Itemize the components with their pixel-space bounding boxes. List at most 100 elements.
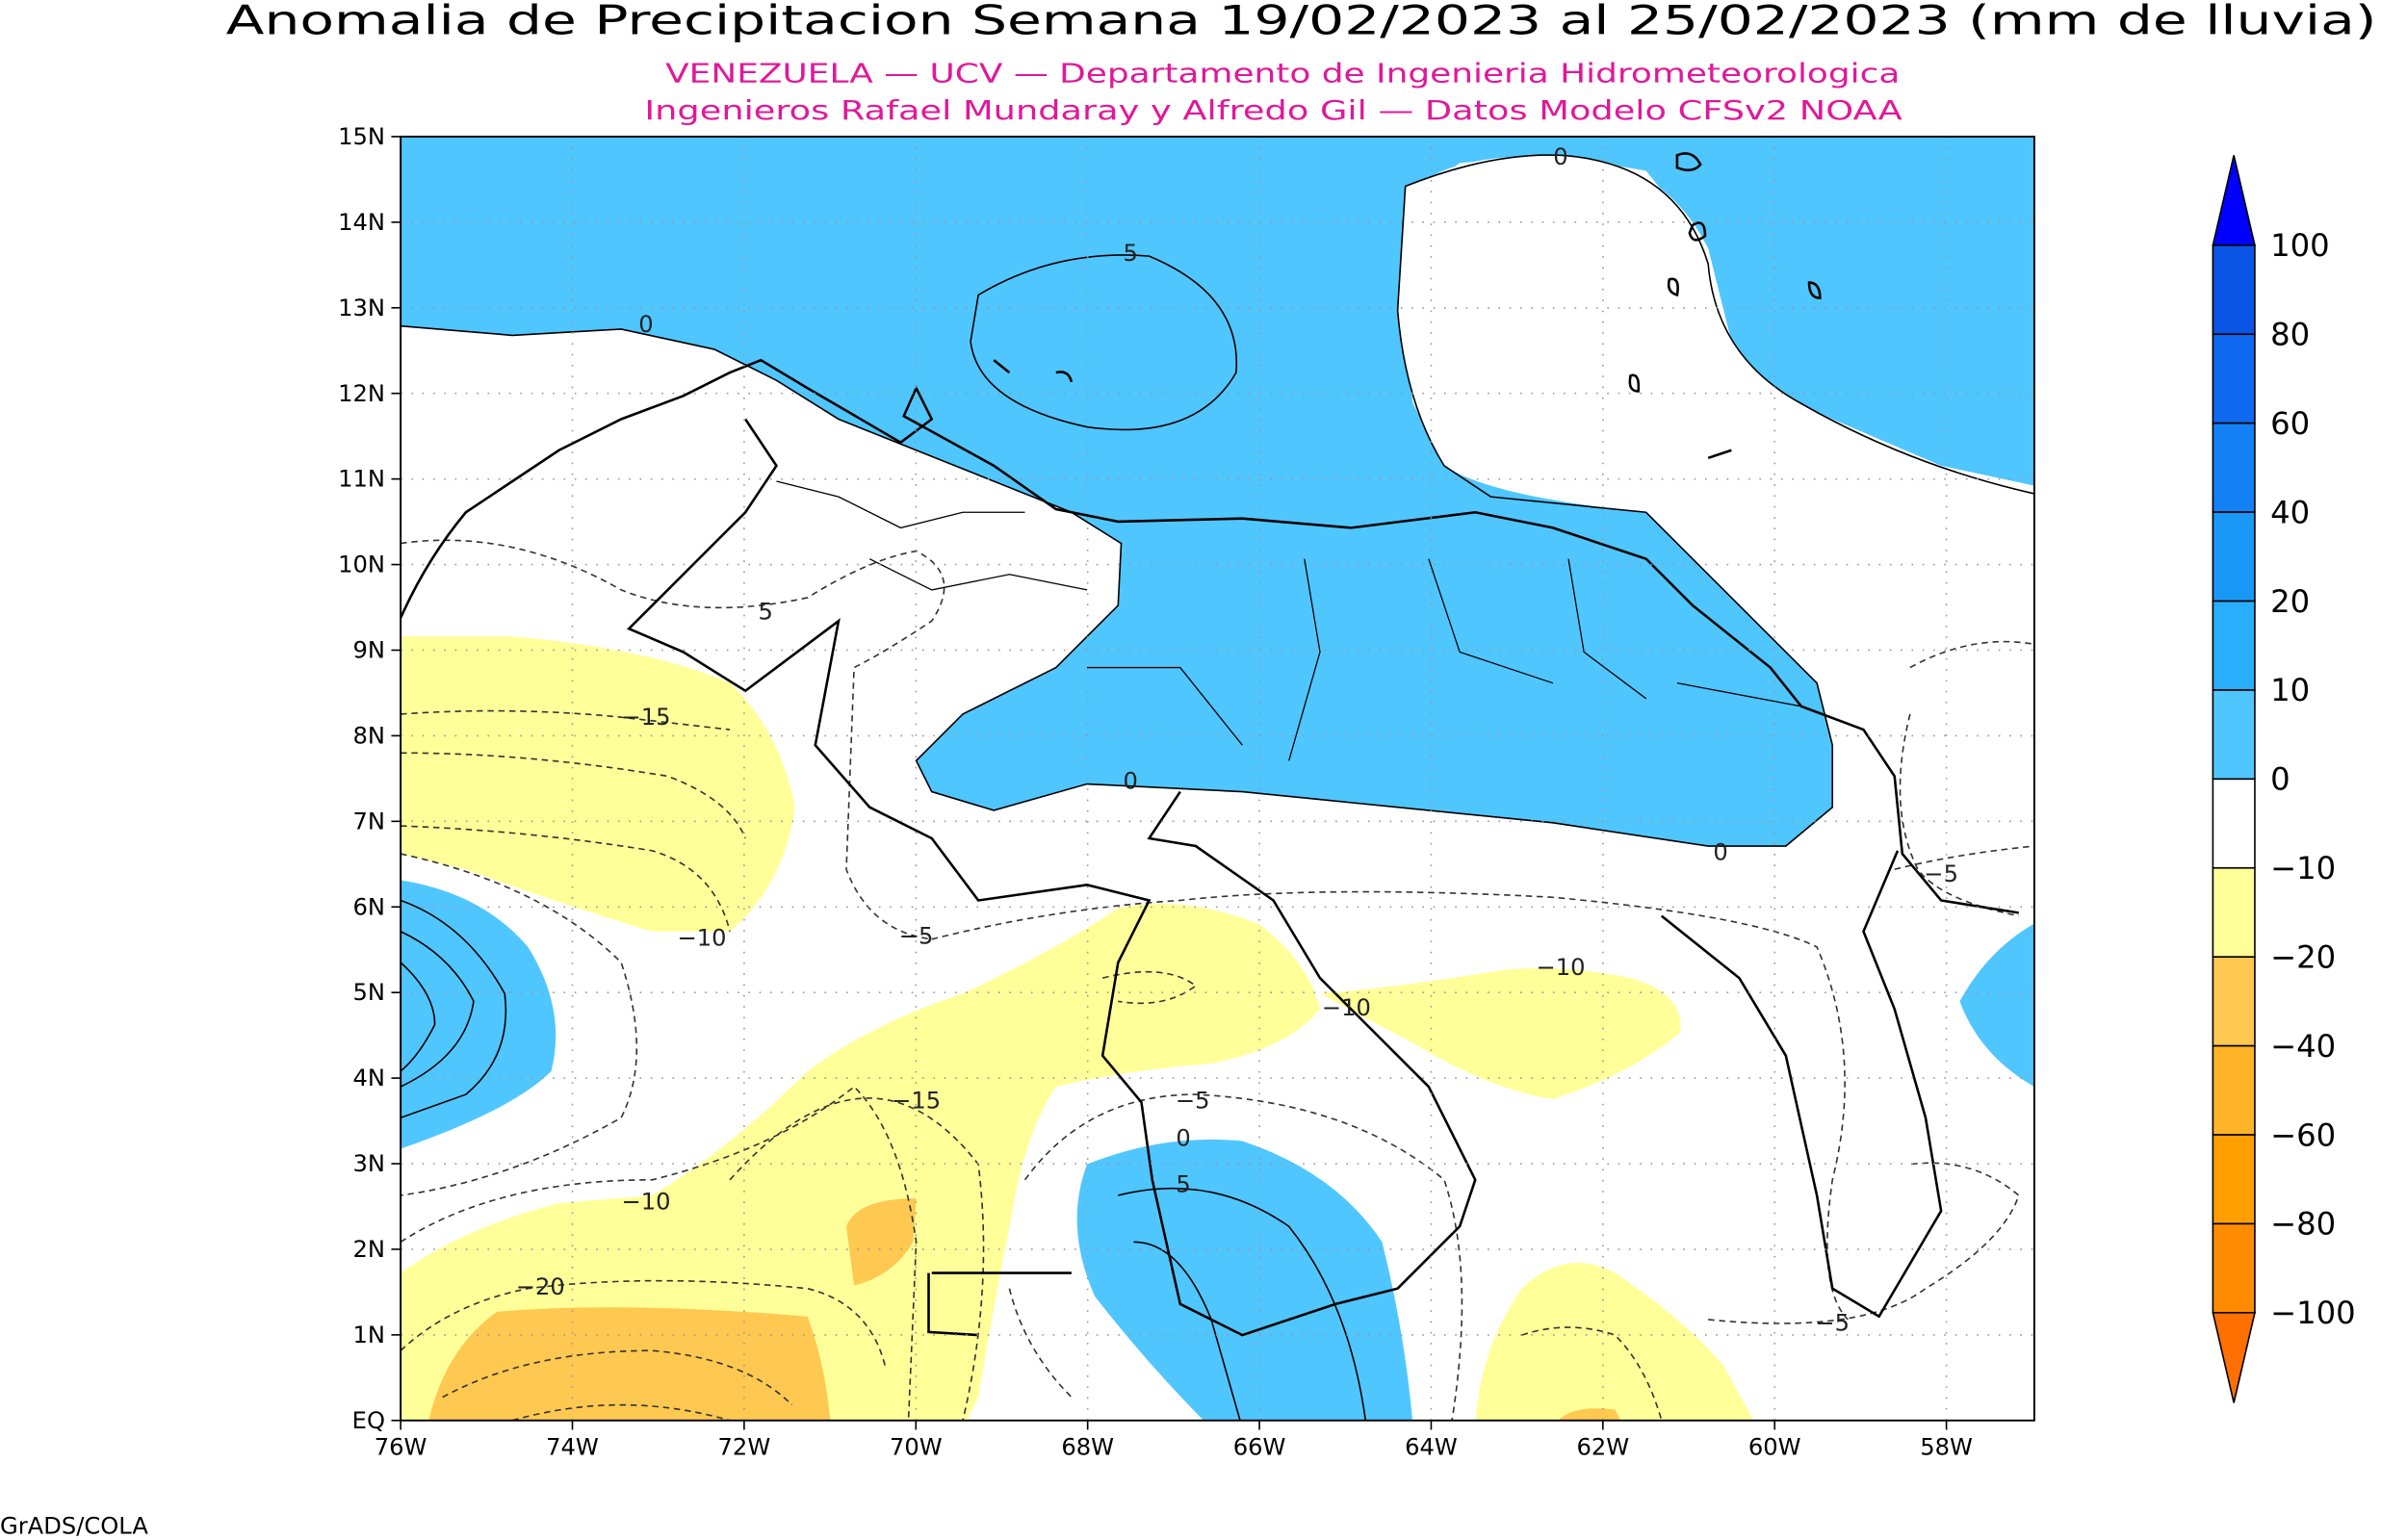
contour-line [931, 845, 2034, 1321]
lon-label: 62W [1576, 1433, 1629, 1460]
lat-label: 15N [338, 123, 385, 150]
lat-label: 10N [338, 552, 385, 578]
coastline [401, 358, 2019, 914]
colorbar-box [2212, 1134, 2256, 1225]
contour-label: −10 [621, 1188, 670, 1215]
lat-label: 13N [338, 295, 385, 321]
lat-label: 2N [353, 1236, 385, 1263]
colorbar-box [2212, 866, 2256, 958]
contour-label: 5 [758, 599, 772, 626]
contour-label: 0 [638, 311, 653, 338]
lat-label: 11N [338, 466, 385, 493]
negative-area [1319, 968, 1681, 1099]
colorbar-cap [2212, 1312, 2256, 1403]
subtitle: VENEZUELA — UCV — Departamento de Ingeni… [665, 59, 1900, 89]
contour-label: 5 [1176, 1171, 1190, 1198]
contour-label: 0 [1123, 767, 1137, 794]
contour-line [970, 254, 1238, 431]
colorbar-label: −10 [2270, 850, 2336, 886]
contour-line [401, 709, 746, 932]
lon-label: 66W [1233, 1433, 1286, 1460]
lat-label: 7N [353, 808, 385, 834]
colorbar-label: −20 [2270, 938, 2336, 975]
field [401, 136, 2034, 1421]
lon-label: 72W [718, 1433, 771, 1460]
colorbar-box [2212, 1044, 2256, 1136]
contour-label: −10 [1536, 954, 1585, 981]
lon-label: 64W [1405, 1433, 1458, 1460]
positive-area [401, 880, 556, 1149]
map-frame [400, 135, 2035, 1422]
lon-label: 58W [1920, 1433, 1973, 1460]
lat-label: 14N [338, 209, 385, 236]
border [626, 418, 1477, 1337]
colorbar-box [2212, 956, 2256, 1047]
contour-line [1101, 970, 1663, 1421]
contour-label: 0 [1713, 839, 1727, 866]
lon-label: 68W [1061, 1433, 1114, 1460]
contour-line [1899, 640, 2034, 917]
strong-negative-area [428, 1307, 831, 1421]
contour-label: 5 [1123, 240, 1137, 267]
contour-line [1118, 1187, 1367, 1421]
colorbar-box [2212, 600, 2256, 691]
colorbar-label: −40 [2270, 1028, 2336, 1065]
contour-line [1008, 1093, 2020, 1421]
lat-label: 3N [353, 1150, 385, 1177]
colorbar-box [2212, 689, 2256, 781]
colorbar-box [2212, 778, 2256, 869]
contour-line [401, 154, 2034, 847]
colorbar-box [2212, 244, 2256, 336]
colorbar-label: −60 [2270, 1116, 2336, 1153]
lat-label: 9N [353, 637, 385, 664]
contour-label: −5 [1924, 860, 1958, 887]
colorbar-label: 10 [2270, 672, 2310, 708]
contour-label: −15 [621, 704, 670, 731]
contour-label: −20 [516, 1273, 565, 1300]
contour-label: −10 [1322, 994, 1371, 1021]
strong-negative-area [846, 1198, 917, 1286]
hole [1397, 155, 2034, 513]
lat-label: EQ [352, 1407, 385, 1434]
colorbar-label: −80 [2270, 1206, 2336, 1243]
colorbar-label: 40 [2270, 494, 2310, 530]
positive-area [1959, 923, 2034, 1088]
lat-label: 5N [353, 979, 385, 1006]
strong-negative-area [1558, 1408, 1621, 1421]
contour-label: −5 [1815, 1309, 1850, 1336]
lon-label: 60W [1748, 1433, 1801, 1460]
lon-label: 74W [546, 1433, 599, 1460]
colorbar-box [2212, 333, 2256, 424]
colorbar-label: 80 [2270, 317, 2310, 353]
contour-line [401, 1279, 887, 1421]
border [927, 850, 1943, 1337]
island [993, 152, 1822, 460]
contour-line [401, 853, 638, 1196]
colorbar-label: 0 [2270, 761, 2291, 798]
colorbar-label: 20 [2270, 583, 2310, 620]
negative-area [401, 903, 1320, 1421]
colorbar-label: −100 [2270, 1295, 2356, 1331]
contour-label: 0 [1176, 1124, 1190, 1151]
colorbar-label: 100 [2270, 227, 2330, 264]
positive-area [1076, 1139, 1413, 1421]
lat-label: 6N [353, 893, 385, 920]
colorbar-box [2212, 422, 2256, 513]
contour-label: −5 [1176, 1088, 1210, 1115]
lon-label: 70W [890, 1433, 943, 1460]
contour-line [401, 539, 945, 940]
contour-line [401, 899, 507, 1119]
colorbar-label: 60 [2270, 405, 2310, 442]
lat-label: 8N [353, 722, 385, 749]
footer: GrADS/COLA [0, 1513, 148, 1540]
lat-label: 1N [353, 1322, 385, 1348]
state-borders [776, 480, 1802, 761]
contour-label: 0 [1553, 143, 1567, 170]
lat-label: 4N [353, 1065, 385, 1091]
positive-area [401, 136, 2034, 847]
contour-label: −15 [892, 1088, 941, 1115]
negative-area [1475, 1263, 1754, 1421]
contour-label: −10 [678, 924, 727, 951]
colorbar-box [2212, 1222, 2256, 1314]
